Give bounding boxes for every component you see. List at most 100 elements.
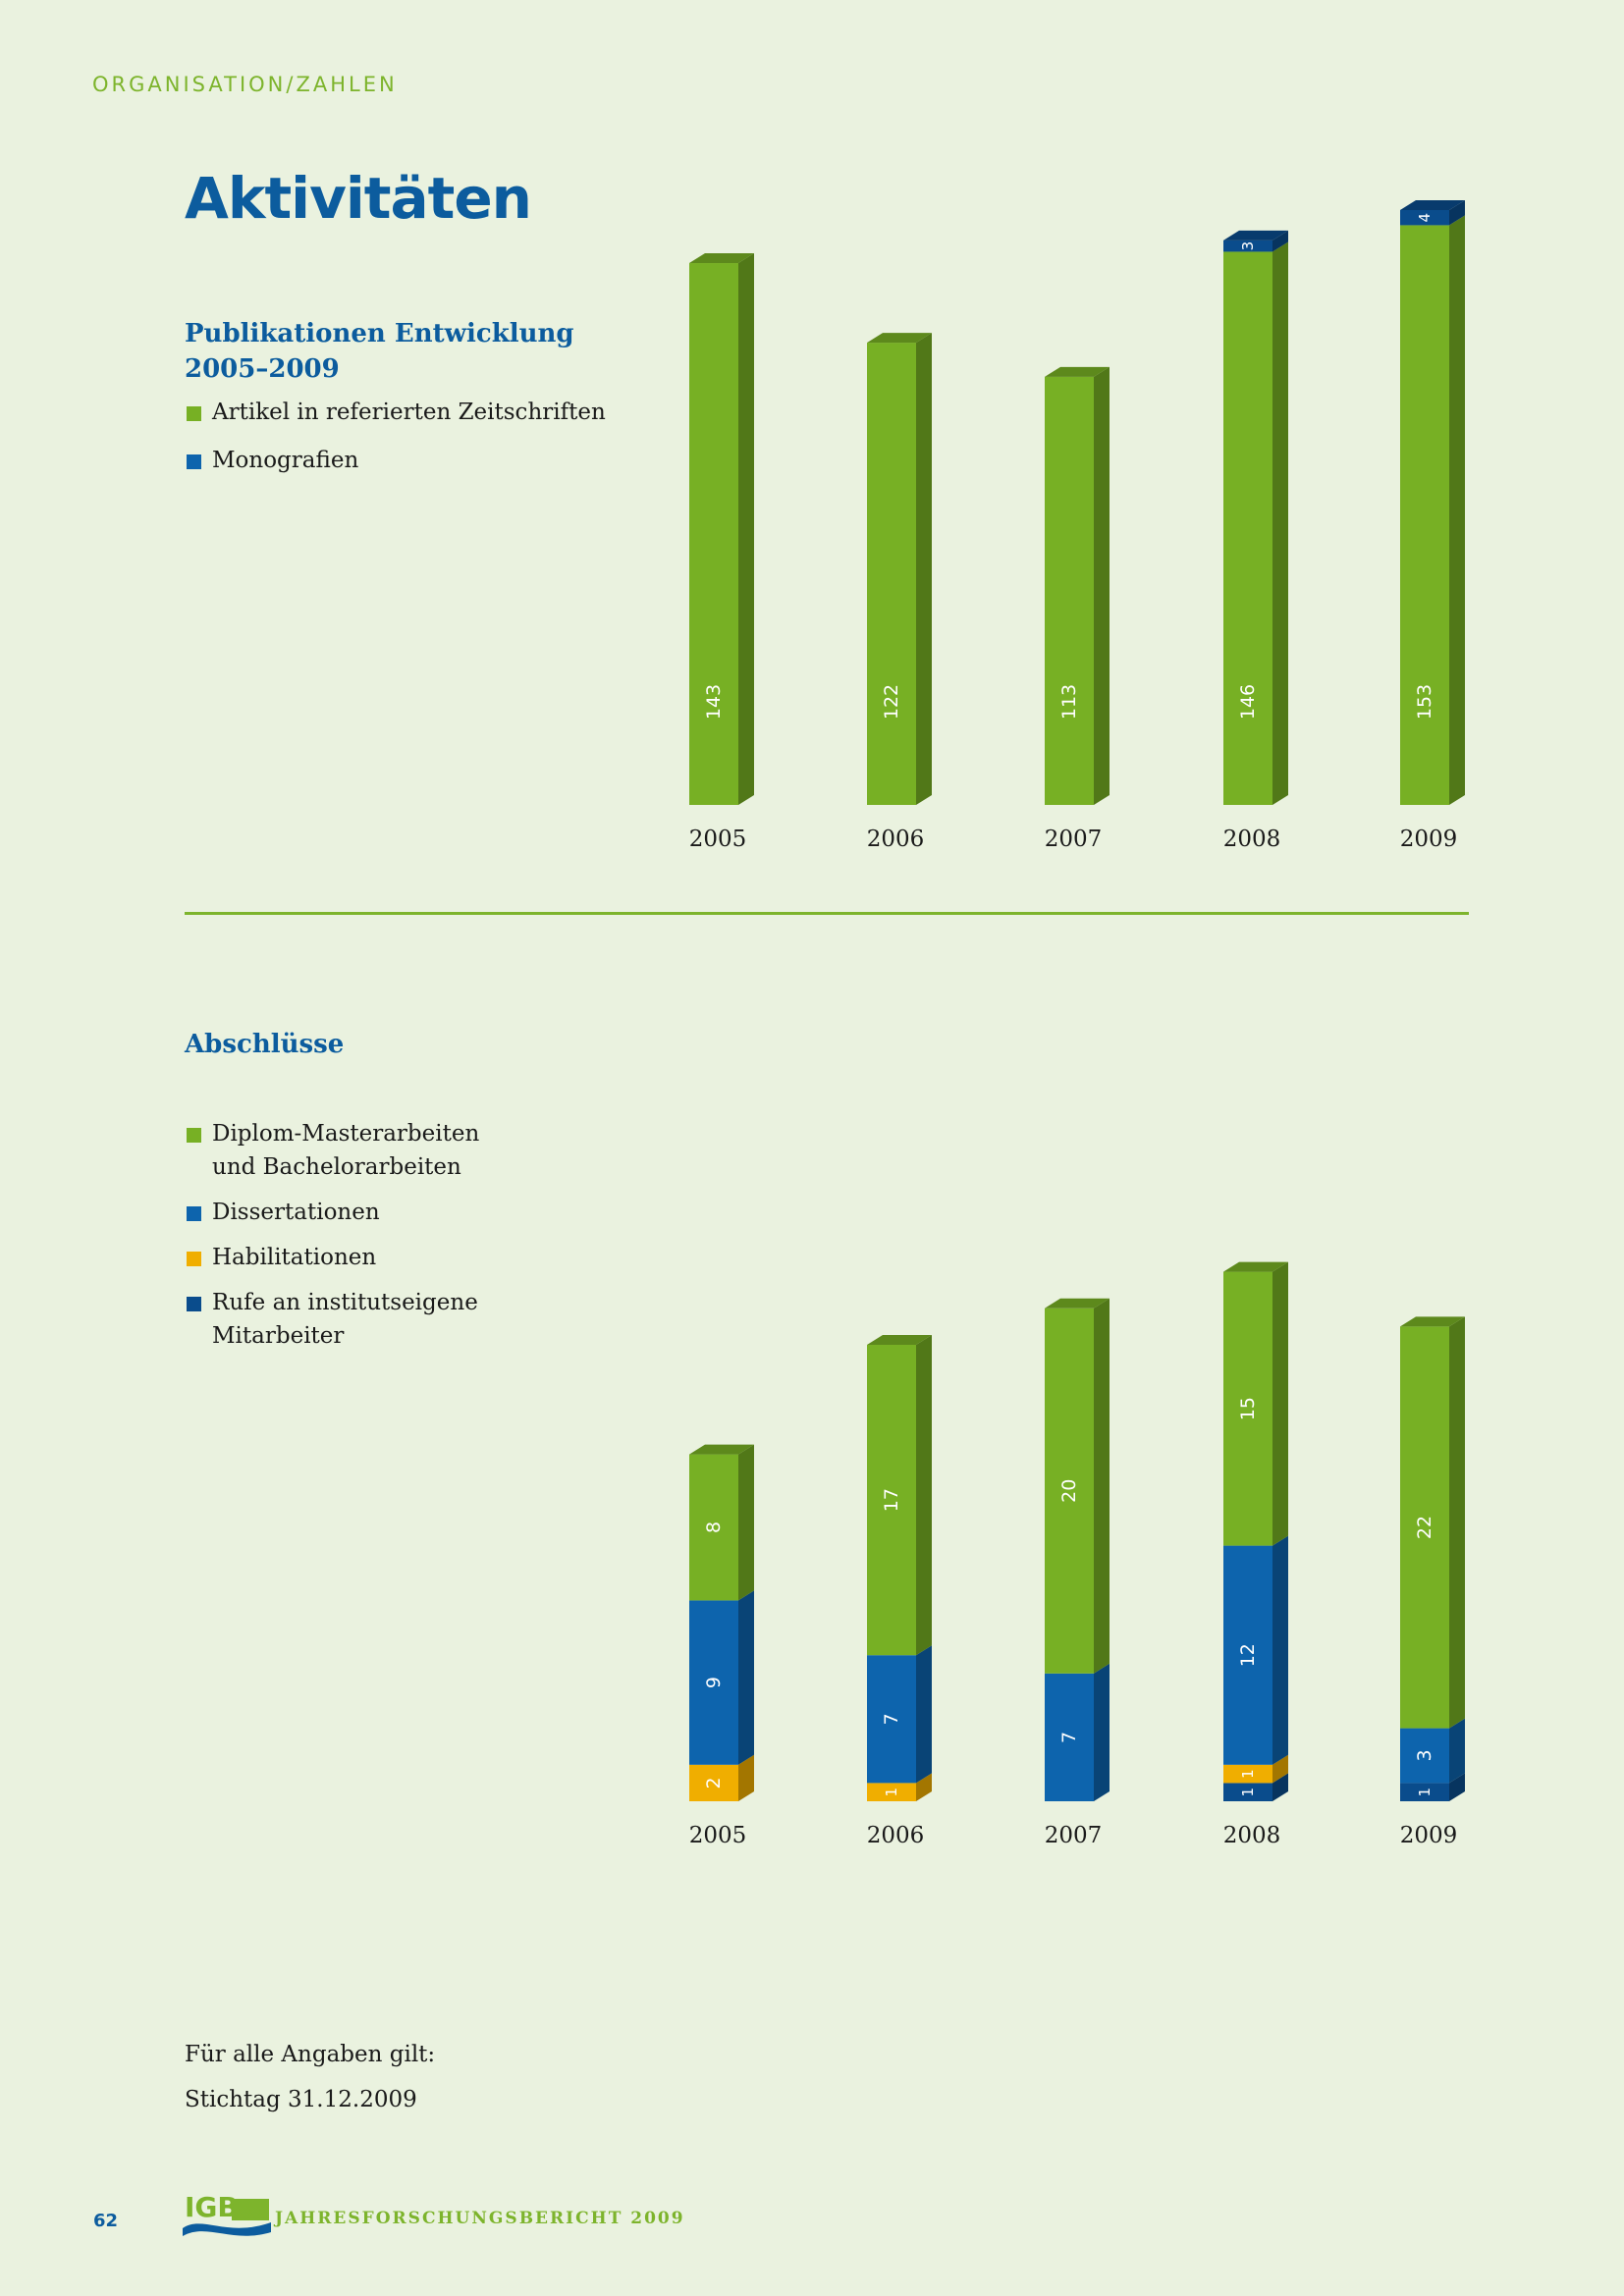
bar-0-2007-s0-side	[1094, 366, 1110, 805]
legend-item-dissertations: Dissertationen	[185, 1196, 479, 1229]
value-label-0-2007-s0: 113	[1058, 684, 1080, 720]
legend-swatch-articles	[187, 406, 201, 421]
bar-1-2007-s3	[1045, 1308, 1094, 1674]
bar-1-2006-s2-side	[916, 1645, 932, 1784]
bar-1-2009-s3-top	[1400, 1316, 1465, 1327]
bar-1-2007-s3-side	[1094, 1298, 1110, 1674]
bar-1-2009-s2-side	[1449, 1718, 1465, 1784]
value-label-0-2006-s0: 122	[881, 684, 902, 720]
bar-1-2008-s1-side	[1272, 1754, 1288, 1784]
bar-1-2005-s3-side	[738, 1444, 754, 1601]
bar-1-2009-s0	[1400, 1783, 1449, 1801]
legend-item-appointments: Rufe an institutseigene Mitarbeiter	[185, 1286, 479, 1353]
category-label-0-2006: 2006	[867, 827, 925, 852]
value-label-1-2007-s2: 7	[1058, 1732, 1080, 1743]
bar-1-2009-s3-side	[1449, 1316, 1465, 1729]
legend-swatch-monographs	[187, 454, 201, 469]
note-line1: Für alle Angaben gilt:	[185, 2042, 436, 2067]
value-label-1-2009-s3: 22	[1414, 1516, 1435, 1539]
bar-0-2008-s1-side	[1272, 230, 1288, 252]
value-label-1-2008-s2: 12	[1237, 1643, 1259, 1667]
bar-1-2006-s3-top	[867, 1335, 932, 1345]
value-label-0-2009-s1: 4	[1416, 213, 1434, 223]
category-label-1-2006: 2006	[867, 1823, 925, 1848]
value-label-1-2009-s2: 3	[1414, 1749, 1435, 1761]
category-label-1-2009: 2009	[1400, 1823, 1458, 1848]
value-label-1-2007-s3: 20	[1058, 1479, 1080, 1503]
legend-label-habilitations: Habilitationen	[212, 1245, 377, 1270]
legend-label-theses-line2: und Bachelorarbeiten	[212, 1154, 461, 1180]
value-label-0-2008-s1: 3	[1239, 241, 1257, 251]
legend-label-monographs: Monografien	[212, 448, 359, 473]
bar-1-2005-s2	[689, 1600, 738, 1765]
publications-heading-line1: Publikationen Entwicklung	[185, 319, 574, 348]
bar-1-2008-s3-top	[1223, 1261, 1288, 1272]
bar-0-2008-s1	[1223, 240, 1272, 252]
bar-1-2005-s3-top	[689, 1444, 754, 1455]
bar-1-2007-s3-top	[1045, 1298, 1110, 1308]
bar-1-2007-s2-side	[1094, 1663, 1110, 1801]
value-label-1-2005-s3: 8	[703, 1522, 725, 1533]
bar-0-2006-s0	[867, 343, 916, 805]
bar-0-2009-s1-top	[1400, 199, 1465, 210]
bar-1-2008-s2-side	[1272, 1535, 1288, 1765]
legend-swatch-appointments	[187, 1297, 201, 1311]
bar-0-2007-s0	[1045, 376, 1094, 805]
legend-swatch-dissertations	[187, 1206, 201, 1221]
legend-item-articles: Artikel in referierten Zeitschriften	[185, 396, 606, 429]
category-label-1-2008: 2008	[1223, 1823, 1281, 1848]
value-label-1-2006-s2: 7	[881, 1713, 902, 1725]
bar-1-2008-s2	[1223, 1545, 1272, 1765]
bar-0-2008-s1-top	[1223, 230, 1288, 240]
bar-0-2006-s0-side	[916, 333, 932, 805]
category-label-0-2008: 2008	[1223, 827, 1281, 852]
bar-0-2005-s0	[689, 263, 738, 805]
value-label-1-2008-s3: 15	[1237, 1397, 1259, 1420]
bar-1-2008-s3	[1223, 1271, 1272, 1546]
bar-0-2009-s1	[1400, 209, 1449, 226]
bar-0-2009-s0-side	[1449, 215, 1465, 806]
publications-heading-line2: 2005–2009	[185, 354, 340, 384]
bar-1-2005-s1	[689, 1764, 738, 1801]
section-label: ORGANISATION/ZAHLEN	[92, 73, 398, 96]
value-label-0-2008-s0: 146	[1237, 684, 1259, 720]
bar-1-2005-s1-side	[738, 1754, 754, 1801]
value-label-1-2005-s1: 2	[703, 1777, 725, 1789]
bar-1-2005-s2-side	[738, 1590, 754, 1765]
legend-label-theses-line1: Diplom-Masterarbeiten	[212, 1121, 480, 1147]
bar-1-2006-s1	[867, 1783, 916, 1801]
bar-1-2008-s1	[1223, 1764, 1272, 1784]
section-divider	[185, 912, 1469, 915]
note-line2: Stichtag 31.12.2009	[185, 2087, 417, 2112]
svg-text:IGB: IGB	[185, 2191, 239, 2223]
value-label-0-2005-s0: 143	[703, 684, 725, 720]
legend-swatch-theses	[187, 1128, 201, 1143]
bar-1-2006-s1-side	[916, 1773, 932, 1801]
bar-1-2008-s0-side	[1272, 1773, 1288, 1801]
bar-1-2009-s3	[1400, 1326, 1449, 1729]
bar-0-2005-s0-top	[689, 253, 754, 264]
value-label-1-2008-s0: 1	[1239, 1788, 1257, 1797]
bar-0-2008-s0	[1223, 251, 1272, 805]
value-label-1-2006-s3: 17	[881, 1488, 902, 1512]
bar-1-2006-s2	[867, 1655, 916, 1784]
legend-swatch-habilitations	[187, 1252, 201, 1266]
bar-0-2009-s1-side	[1449, 199, 1465, 226]
bar-0-2005-s0-side	[738, 253, 754, 805]
category-label-0-2007: 2007	[1045, 827, 1103, 852]
bar-0-2009-s0	[1400, 225, 1449, 806]
bar-0-2006-s0-top	[867, 333, 932, 344]
value-label-1-2006-s1: 1	[883, 1788, 900, 1797]
legend-label-dissertations: Dissertationen	[212, 1200, 380, 1225]
category-label-0-2005: 2005	[689, 827, 747, 852]
bar-1-2006-s3-side	[916, 1335, 932, 1656]
legend-label-appointments-line1: Rufe an institutseigene	[212, 1290, 478, 1315]
legend-item-habilitations: Habilitationen	[185, 1241, 479, 1274]
legend-item-monographs: Monografien	[185, 444, 606, 477]
category-label-1-2005: 2005	[689, 1823, 747, 1848]
category-label-0-2009: 2009	[1400, 827, 1458, 852]
degrees-legend: Diplom-Masterarbeiten und Bachelorarbeit…	[185, 1117, 479, 1364]
igb-logo-icon: IGB	[183, 2191, 271, 2236]
publications-heading: Publikationen Entwicklung 2005–2009	[185, 316, 574, 387]
